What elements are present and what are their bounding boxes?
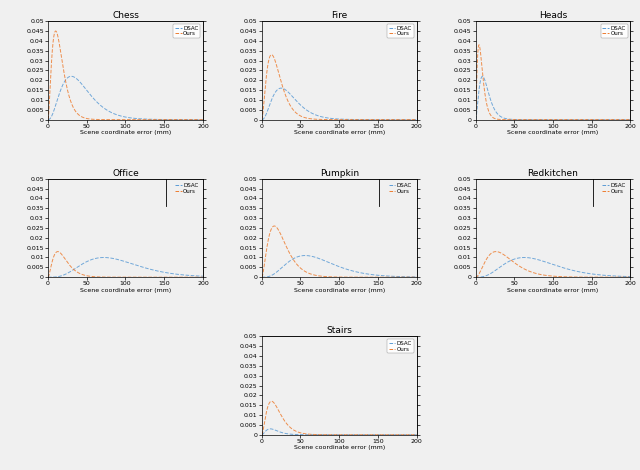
- Legend: DSAC, Ours: DSAC, Ours: [387, 339, 414, 353]
- Title: Chess: Chess: [112, 11, 139, 20]
- Legend: DSAC, Ours: DSAC, Ours: [173, 181, 200, 196]
- X-axis label: Scene coordinate error (mm): Scene coordinate error (mm): [80, 130, 171, 135]
- Title: Redkitchen: Redkitchen: [527, 169, 579, 178]
- Title: Office: Office: [112, 169, 139, 178]
- Legend: DSAC, Ours: DSAC, Ours: [387, 24, 414, 38]
- Legend: DSAC, Ours: DSAC, Ours: [601, 181, 628, 196]
- X-axis label: Scene coordinate error (mm): Scene coordinate error (mm): [508, 130, 598, 135]
- X-axis label: Scene coordinate error (mm): Scene coordinate error (mm): [508, 288, 598, 293]
- Title: Fire: Fire: [331, 11, 348, 20]
- X-axis label: Scene coordinate error (mm): Scene coordinate error (mm): [294, 445, 385, 450]
- X-axis label: Scene coordinate error (mm): Scene coordinate error (mm): [80, 288, 171, 293]
- Title: Stairs: Stairs: [326, 327, 352, 336]
- Legend: DSAC, Ours: DSAC, Ours: [173, 24, 200, 38]
- Legend: DSAC, Ours: DSAC, Ours: [387, 181, 414, 196]
- Title: Heads: Heads: [539, 11, 567, 20]
- Title: Pumpkin: Pumpkin: [319, 169, 359, 178]
- Legend: DSAC, Ours: DSAC, Ours: [601, 24, 628, 38]
- X-axis label: Scene coordinate error (mm): Scene coordinate error (mm): [294, 288, 385, 293]
- X-axis label: Scene coordinate error (mm): Scene coordinate error (mm): [294, 130, 385, 135]
